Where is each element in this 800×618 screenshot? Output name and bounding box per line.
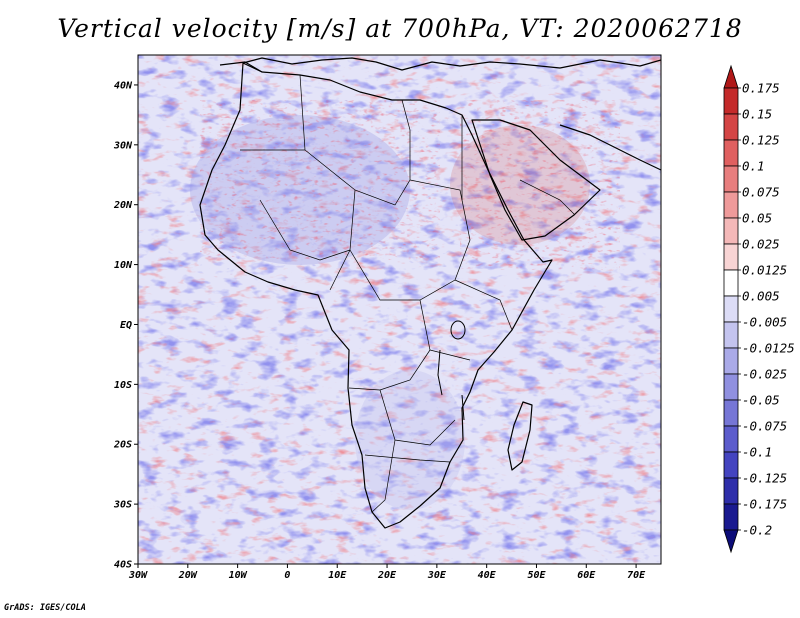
colorbar-label: 0.025 [742, 237, 780, 252]
colorbar-label: 0.125 [742, 133, 780, 148]
grads-credit: GrADS: IGES/COLA [4, 603, 86, 613]
colorbar-label: -0.005 [742, 315, 787, 330]
lat-label: 10N [114, 260, 133, 271]
lon-label: 0 [284, 570, 290, 581]
country-borders [240, 74, 576, 513]
lat-label: 30N [113, 140, 133, 151]
colorbar-label: 0.05 [742, 211, 772, 226]
colorbar-bin [723, 425, 739, 453]
lat-label: 40S [114, 560, 132, 571]
lat-label: EQ [120, 320, 132, 331]
colorbar-label: -0.2 [742, 523, 772, 538]
colorbar-bin [723, 347, 739, 375]
lon-label: 60E [577, 570, 596, 581]
colorbar-bin [723, 321, 739, 349]
lon-label: 10W [229, 570, 248, 581]
colorbar-bin [723, 451, 739, 479]
colorbar-bin [723, 87, 739, 115]
lon-label: 70E [627, 570, 646, 581]
colorbar-label: 0.075 [742, 185, 780, 200]
colorbar-label: -0.025 [742, 367, 787, 382]
lakes [437, 320, 466, 421]
colorbar-bin [723, 399, 739, 427]
colorbar-bin [723, 113, 739, 141]
colorbar-label: -0.125 [742, 471, 787, 486]
colorbar-bin [723, 295, 739, 323]
lat-label: 30S [113, 500, 132, 511]
colorbar-label: 0.175 [742, 81, 780, 96]
colorbar-min-arrow [723, 529, 739, 554]
colorbar-label: 0.005 [742, 289, 780, 304]
lat-label: 20S [113, 440, 132, 451]
colorbar-bin [723, 191, 739, 219]
colorbar-bin [723, 373, 739, 401]
colorbar-bin [723, 139, 739, 167]
colorbar-bin [723, 217, 739, 245]
lon-label: 10E [328, 570, 347, 581]
colorbar-label: -0.175 [742, 497, 787, 512]
lon-label: 40E [478, 570, 497, 581]
colorbar-label: -0.075 [742, 419, 787, 434]
colorbar-bin [723, 503, 739, 531]
colorbar-label: -0.1 [742, 445, 772, 460]
colorbar-max-arrow [723, 64, 739, 89]
lat-label: 10S [114, 380, 132, 391]
colorbar-label: 0.1 [742, 159, 765, 174]
lat-label: 40N [114, 80, 133, 91]
colorbar-label: -0.0125 [742, 341, 795, 356]
lon-label: 20E [377, 570, 397, 581]
lon-label: 30E [427, 570, 447, 581]
colorbar: 0.175 0.15 0.125 0.1 0.075 0.05 0.025 0.0125 0.0… [723, 64, 795, 554]
colorbar-label: 0.0125 [742, 263, 787, 278]
map-frame [137, 54, 662, 565]
colorbar-bin [723, 269, 739, 297]
map-panel [138, 55, 661, 564]
lat-label: 20N [113, 200, 133, 211]
chart-title: Vertical velocity [m/s] at 700hPa, VT: 2… [57, 14, 743, 43]
lon-label: 50E [527, 570, 546, 581]
colorbar-bin [723, 477, 739, 505]
colorbar-bin [723, 243, 739, 271]
colorbar-bin [723, 165, 739, 193]
lon-label: 20W [178, 570, 198, 581]
colorbar-label: 0.15 [742, 107, 772, 122]
lon-label: 30W [128, 570, 148, 581]
colorbar-label: -0.05 [742, 393, 780, 408]
